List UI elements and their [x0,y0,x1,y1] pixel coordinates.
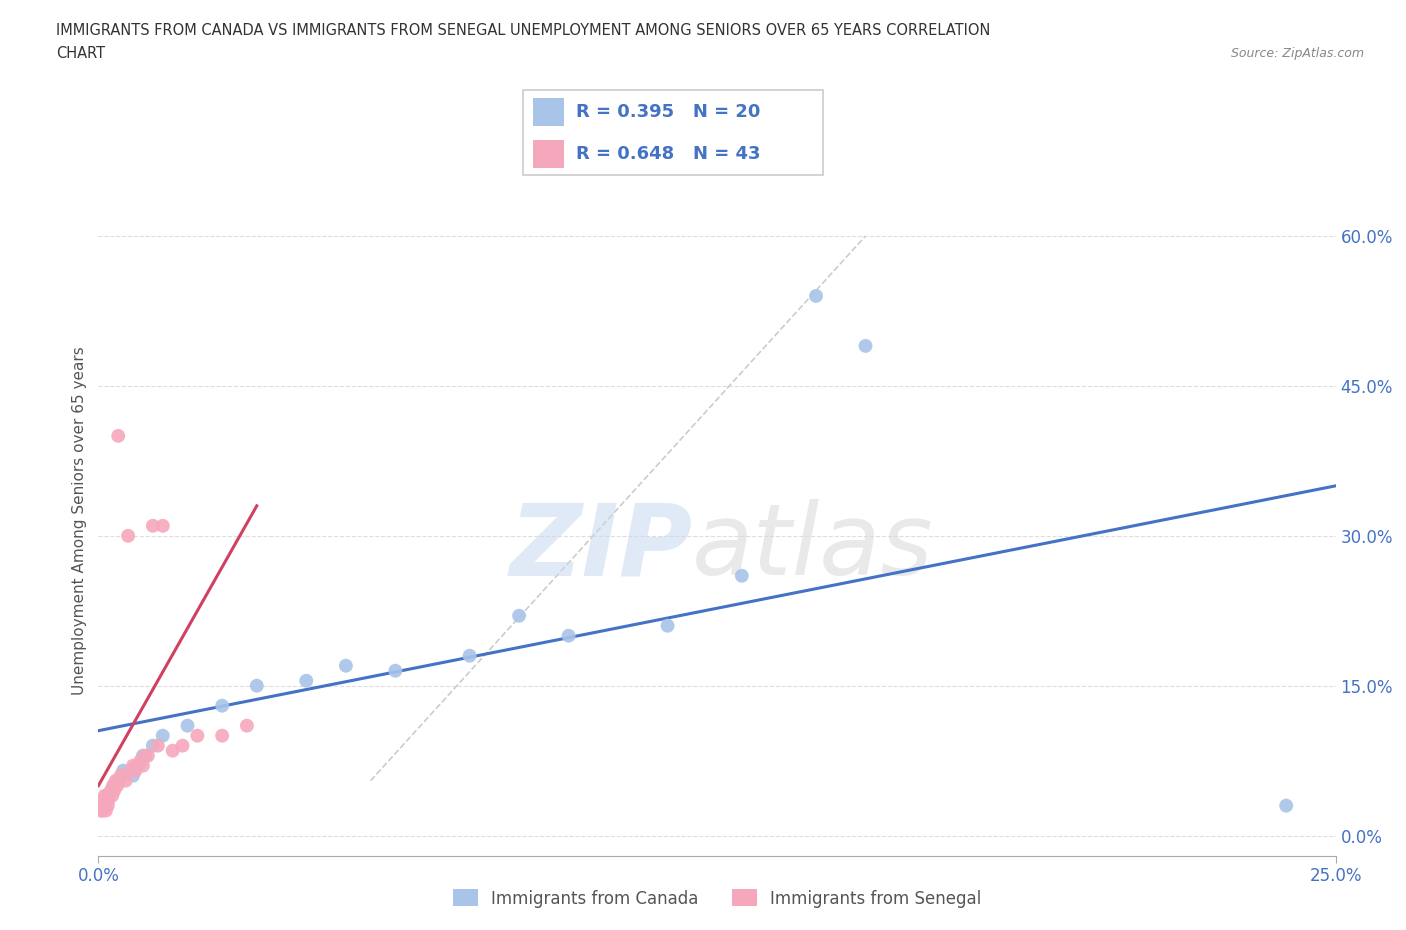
Point [114,773,136,788]
Text: atlas: atlas [692,499,934,596]
Point [236,718,259,733]
Point [94,789,117,804]
Point [508,608,530,623]
Point [134,749,156,764]
Point [96,798,118,813]
Text: ZIP: ZIP [509,499,692,596]
Point [186,728,208,743]
Point [110,768,132,783]
Text: Source: ZipAtlas.com: Source: ZipAtlas.com [1230,46,1364,60]
Point [93,800,115,815]
Point [94,804,117,818]
Point [172,738,194,753]
Point [211,728,233,743]
Point [93,796,115,811]
Point [132,749,155,764]
FancyBboxPatch shape [523,90,824,175]
Point [142,518,165,533]
Point [335,658,357,673]
FancyBboxPatch shape [533,98,564,126]
Point [112,768,135,783]
Point [91,793,114,808]
Point [103,778,125,793]
Point [384,663,406,678]
Point [152,518,174,533]
Text: CHART: CHART [56,46,105,61]
Point [136,749,159,764]
Point [176,718,198,733]
Point [97,793,120,808]
Point [107,429,129,444]
Point [104,773,127,788]
Point [132,758,155,773]
Point [1275,798,1298,813]
Point [557,629,579,644]
Point [98,789,121,804]
Point [91,804,114,818]
Point [855,339,877,353]
Point [127,758,149,773]
Point [90,804,112,818]
Point [96,793,118,808]
Point [112,764,135,778]
Point [122,768,145,783]
Point [211,698,233,713]
Point [124,764,146,778]
Point [129,753,152,768]
Text: R = 0.395   N = 20: R = 0.395 N = 20 [576,103,761,121]
Text: IMMIGRANTS FROM CANADA VS IMMIGRANTS FROM SENEGAL UNEMPLOYMENT AMONG SENIORS OVE: IMMIGRANTS FROM CANADA VS IMMIGRANTS FRO… [56,23,991,38]
Point [105,778,128,793]
Point [108,773,131,788]
Point [152,728,174,743]
Point [246,678,269,693]
Point [90,798,112,813]
Point [458,648,481,663]
Point [146,738,169,753]
Point [103,783,125,798]
Point [96,789,118,804]
FancyBboxPatch shape [533,140,564,167]
Point [103,778,125,793]
Text: R = 0.648   N = 43: R = 0.648 N = 43 [576,145,761,163]
Point [142,738,165,753]
Point [162,743,184,758]
Point [731,568,754,583]
Y-axis label: Unemployment Among Seniors over 65 years: Unemployment Among Seniors over 65 years [72,347,87,696]
Point [804,288,827,303]
Point [122,758,145,773]
Point [117,528,139,543]
Point [295,673,318,688]
Legend: Immigrants from Canada, Immigrants from Senegal: Immigrants from Canada, Immigrants from … [446,883,988,914]
Point [97,798,120,813]
Point [120,764,142,778]
Point [100,783,122,798]
Point [657,618,679,633]
Point [101,789,124,804]
Point [93,798,115,813]
